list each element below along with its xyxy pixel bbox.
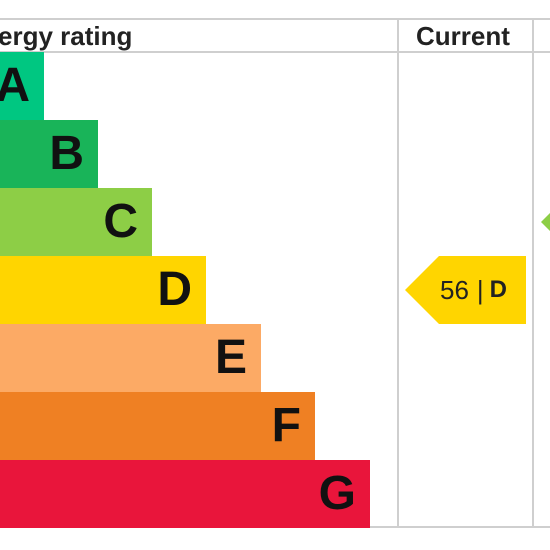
band-letter: G [318, 467, 356, 520]
current-rating-separator: | [476, 274, 484, 305]
column-divider-current [397, 18, 399, 528]
current-rating-value: 56 [439, 274, 469, 305]
current-rating-letter: D [489, 276, 508, 303]
band-f: F [0, 392, 315, 460]
band-d: D [0, 256, 206, 324]
energy-rating-header: ergy rating [0, 21, 133, 51]
band-c: C [0, 188, 152, 256]
band-letter: E [214, 331, 247, 384]
band-e: E [0, 324, 261, 392]
band-letter: B [49, 127, 84, 180]
current-rating-pointer: 56 | D [405, 256, 526, 324]
band-letter: D [157, 263, 192, 316]
band-g: G [0, 460, 370, 528]
band-letter: C [103, 195, 138, 248]
current-rating-text: 56 | D [405, 256, 526, 324]
column-divider-potential [532, 18, 534, 528]
band-b: B [0, 120, 98, 188]
band-a: A [0, 52, 44, 120]
current-header: Current [416, 21, 510, 51]
top-border [0, 18, 550, 20]
potential-rating-pointer [541, 213, 550, 231]
current-pointer-shape [405, 256, 526, 324]
header-divider [0, 51, 550, 53]
band-letter: F [271, 399, 301, 452]
band-letter: A [0, 59, 30, 112]
